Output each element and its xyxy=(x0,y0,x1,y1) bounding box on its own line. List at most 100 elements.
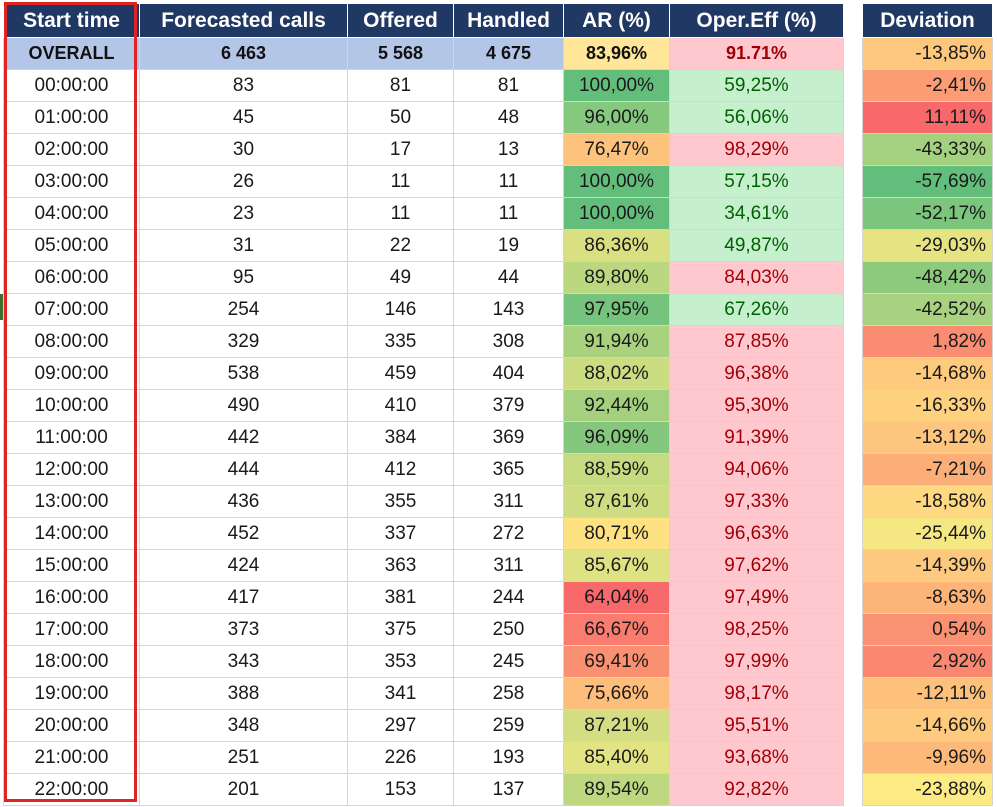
cell-handled[interactable]: 250 xyxy=(453,613,564,646)
cell-start-time[interactable]: 18:00:00 xyxy=(3,645,140,678)
cell-ar[interactable]: 76,47% xyxy=(563,133,670,166)
header-handled[interactable]: Handled xyxy=(453,3,564,38)
cell-ar[interactable]: 100,00% xyxy=(563,69,670,102)
cell-oper-eff[interactable]: 59,25% xyxy=(669,69,844,102)
cell-oper-eff[interactable]: 96,63% xyxy=(669,517,844,550)
cell-oper-eff[interactable]: 95,51% xyxy=(669,709,844,742)
cell-ar[interactable]: 64,04% xyxy=(563,581,670,614)
cell-start-time[interactable]: 16:00:00 xyxy=(3,581,140,614)
cell-offered[interactable]: 11 xyxy=(347,165,454,198)
cell-offered[interactable]: 153 xyxy=(347,773,454,806)
cell-offered[interactable]: 297 xyxy=(347,709,454,742)
cell-forecasted-calls[interactable]: 30 xyxy=(139,133,348,166)
cell-deviation[interactable]: -14,39% xyxy=(862,549,993,582)
cell-handled[interactable]: 311 xyxy=(453,549,564,582)
cell-oper-eff[interactable]: 97,62% xyxy=(669,549,844,582)
header-deviation[interactable]: Deviation xyxy=(862,3,993,38)
cell-forecasted-calls[interactable]: 490 xyxy=(139,389,348,422)
cell-oper-eff[interactable]: 97,33% xyxy=(669,485,844,518)
overall-offered[interactable]: 5 568 xyxy=(347,37,454,70)
cell-start-time[interactable]: 19:00:00 xyxy=(3,677,140,710)
header-offered[interactable]: Offered xyxy=(347,3,454,38)
cell-deviation[interactable]: -23,88% xyxy=(862,773,993,806)
cell-start-time[interactable]: 12:00:00 xyxy=(3,453,140,486)
cell-oper-eff[interactable]: 98,25% xyxy=(669,613,844,646)
cell-forecasted-calls[interactable]: 348 xyxy=(139,709,348,742)
cell-start-time[interactable]: 15:00:00 xyxy=(3,549,140,582)
cell-handled[interactable]: 48 xyxy=(453,101,564,134)
cell-offered[interactable]: 50 xyxy=(347,101,454,134)
header-forecasted-calls[interactable]: Forecasted calls xyxy=(139,3,348,38)
cell-oper-eff[interactable]: 84,03% xyxy=(669,261,844,294)
cell-forecasted-calls[interactable]: 251 xyxy=(139,741,348,774)
cell-deviation[interactable]: -13,12% xyxy=(862,421,993,454)
cell-forecasted-calls[interactable]: 201 xyxy=(139,773,348,806)
cell-start-time[interactable]: 02:00:00 xyxy=(3,133,140,166)
cell-oper-eff[interactable]: 34,61% xyxy=(669,197,844,230)
cell-deviation[interactable]: -25,44% xyxy=(862,517,993,550)
cell-start-time[interactable]: 11:00:00 xyxy=(3,421,140,454)
cell-forecasted-calls[interactable]: 417 xyxy=(139,581,348,614)
cell-handled[interactable]: 137 xyxy=(453,773,564,806)
cell-handled[interactable]: 369 xyxy=(453,421,564,454)
cell-offered[interactable]: 341 xyxy=(347,677,454,710)
cell-handled[interactable]: 143 xyxy=(453,293,564,326)
cell-deviation[interactable]: -42,52% xyxy=(862,293,993,326)
cell-handled[interactable]: 193 xyxy=(453,741,564,774)
cell-oper-eff[interactable]: 57,15% xyxy=(669,165,844,198)
cell-deviation[interactable]: -29,03% xyxy=(862,229,993,262)
cell-forecasted-calls[interactable]: 95 xyxy=(139,261,348,294)
cell-offered[interactable]: 335 xyxy=(347,325,454,358)
header-oper-eff[interactable]: Oper.Eff (%) xyxy=(669,3,844,38)
cell-deviation[interactable]: 0,54% xyxy=(862,613,993,646)
cell-ar[interactable]: 75,66% xyxy=(563,677,670,710)
cell-forecasted-calls[interactable]: 452 xyxy=(139,517,348,550)
cell-handled[interactable]: 308 xyxy=(453,325,564,358)
cell-forecasted-calls[interactable]: 45 xyxy=(139,101,348,134)
cell-oper-eff[interactable]: 98,17% xyxy=(669,677,844,710)
cell-forecasted-calls[interactable]: 436 xyxy=(139,485,348,518)
cell-deviation[interactable]: -14,68% xyxy=(862,357,993,390)
cell-ar[interactable]: 69,41% xyxy=(563,645,670,678)
cell-ar[interactable]: 87,61% xyxy=(563,485,670,518)
cell-deviation[interactable]: -8,63% xyxy=(862,581,993,614)
cell-deviation[interactable]: -2,41% xyxy=(862,69,993,102)
cell-forecasted-calls[interactable]: 444 xyxy=(139,453,348,486)
cell-ar[interactable]: 89,54% xyxy=(563,773,670,806)
cell-forecasted-calls[interactable]: 26 xyxy=(139,165,348,198)
cell-ar[interactable]: 91,94% xyxy=(563,325,670,358)
cell-deviation[interactable]: -57,69% xyxy=(862,165,993,198)
overall-oper-eff[interactable]: 91.71% xyxy=(669,37,844,70)
cell-handled[interactable]: 44 xyxy=(453,261,564,294)
cell-oper-eff[interactable]: 95,30% xyxy=(669,389,844,422)
cell-oper-eff[interactable]: 87,85% xyxy=(669,325,844,358)
cell-start-time[interactable]: 17:00:00 xyxy=(3,613,140,646)
cell-handled[interactable]: 311 xyxy=(453,485,564,518)
cell-deviation[interactable]: -7,21% xyxy=(862,453,993,486)
cell-deviation[interactable]: -18,58% xyxy=(862,485,993,518)
cell-handled[interactable]: 13 xyxy=(453,133,564,166)
cell-offered[interactable]: 22 xyxy=(347,229,454,262)
cell-offered[interactable]: 337 xyxy=(347,517,454,550)
cell-deviation[interactable]: -16,33% xyxy=(862,389,993,422)
cell-ar[interactable]: 92,44% xyxy=(563,389,670,422)
cell-start-time[interactable]: 00:00:00 xyxy=(3,69,140,102)
cell-oper-eff[interactable]: 96,38% xyxy=(669,357,844,390)
cell-forecasted-calls[interactable]: 23 xyxy=(139,197,348,230)
cell-deviation[interactable]: -12,11% xyxy=(862,677,993,710)
cell-start-time[interactable]: 06:00:00 xyxy=(3,261,140,294)
overall-forecast[interactable]: 6 463 xyxy=(139,37,348,70)
cell-oper-eff[interactable]: 91,39% xyxy=(669,421,844,454)
cell-forecasted-calls[interactable]: 343 xyxy=(139,645,348,678)
header-ar[interactable]: AR (%) xyxy=(563,3,670,38)
cell-start-time[interactable]: 07:00:00 xyxy=(3,293,140,326)
cell-forecasted-calls[interactable]: 442 xyxy=(139,421,348,454)
cell-oper-eff[interactable]: 56,06% xyxy=(669,101,844,134)
cell-oper-eff[interactable]: 92,82% xyxy=(669,773,844,806)
cell-start-time[interactable]: 21:00:00 xyxy=(3,741,140,774)
cell-oper-eff[interactable]: 98,29% xyxy=(669,133,844,166)
cell-oper-eff[interactable]: 97,99% xyxy=(669,645,844,678)
cell-start-time[interactable]: 13:00:00 xyxy=(3,485,140,518)
cell-forecasted-calls[interactable]: 424 xyxy=(139,549,348,582)
cell-oper-eff[interactable]: 93,68% xyxy=(669,741,844,774)
